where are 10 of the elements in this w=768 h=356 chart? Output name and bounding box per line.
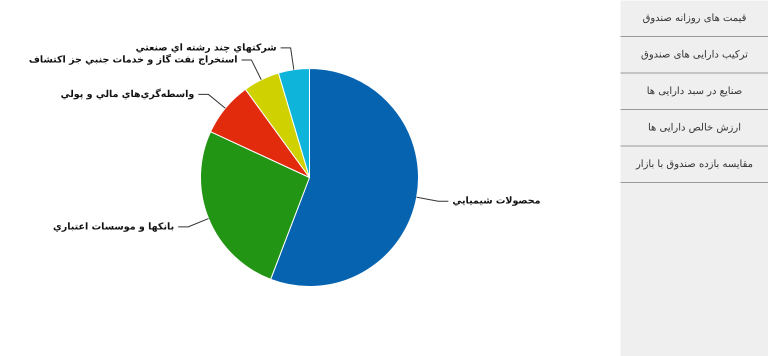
slice-label: واسطه‌گري‌هاي مالي و پولي (60, 88, 194, 100)
text: ارزش خالص دارایی ها (648, 122, 741, 134)
slice-label: بانکها و موسسات اعتباري (53, 221, 174, 232)
slice-label: شرکتهاي چند رشته اي صنعتي (136, 42, 277, 54)
slice-label: استخراج نفت گاز و خدمات جنبي جز اکتشاف (28, 54, 238, 66)
text: قیمت های روزانه صندوق (642, 13, 747, 24)
text: مقایسه بازده صندوق با بازار (634, 159, 754, 170)
text: صنایع در سبد دارایی ها (646, 86, 742, 97)
text: ترکیب دارایی های صندوق (641, 50, 748, 60)
slice-label: محصولات شيميايي (452, 196, 541, 207)
